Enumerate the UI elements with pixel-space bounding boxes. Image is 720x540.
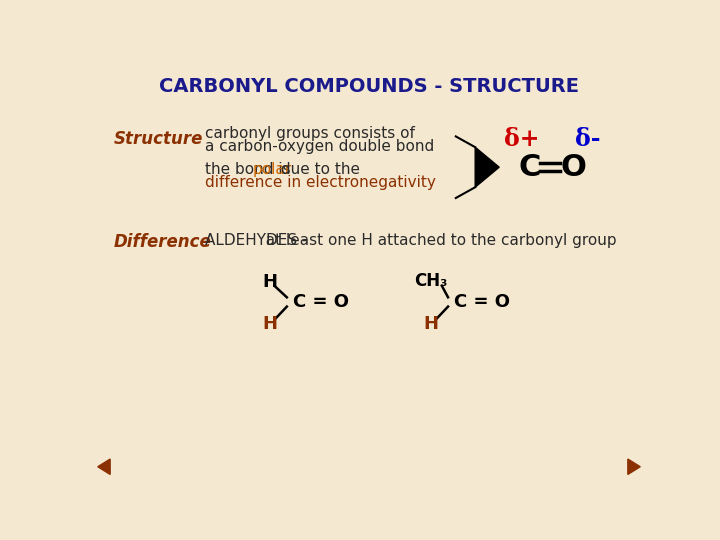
Text: δ+: δ+ [504, 127, 539, 152]
Text: the bond is: the bond is [204, 162, 295, 177]
Text: Structure: Structure [113, 130, 202, 148]
Text: polar: polar [253, 162, 292, 177]
Text: at least one H attached to the carbonyl group: at least one H attached to the carbonyl … [256, 233, 616, 248]
Text: H: H [262, 314, 277, 333]
Text: C = O: C = O [454, 293, 510, 311]
Text: a carbon-oxygen double bond: a carbon-oxygen double bond [204, 139, 434, 154]
Text: ALDEHYDES -: ALDEHYDES - [204, 233, 307, 248]
Text: δ-: δ- [575, 127, 600, 152]
Text: O: O [561, 153, 587, 181]
Text: difference in electronegativity: difference in electronegativity [204, 175, 436, 190]
Text: C: C [518, 153, 541, 181]
Text: due to the: due to the [276, 162, 360, 177]
Polygon shape [475, 147, 499, 187]
Text: H: H [262, 273, 277, 291]
Text: C = O: C = O [293, 293, 349, 311]
Text: H: H [423, 314, 438, 333]
Text: CH₃: CH₃ [414, 272, 448, 290]
Polygon shape [98, 459, 110, 475]
Text: Difference: Difference [113, 233, 211, 251]
Polygon shape [628, 459, 640, 475]
Text: CARBONYL COMPOUNDS - STRUCTURE: CARBONYL COMPOUNDS - STRUCTURE [159, 77, 579, 96]
Text: carbonyl groups consists of: carbonyl groups consists of [204, 126, 415, 141]
